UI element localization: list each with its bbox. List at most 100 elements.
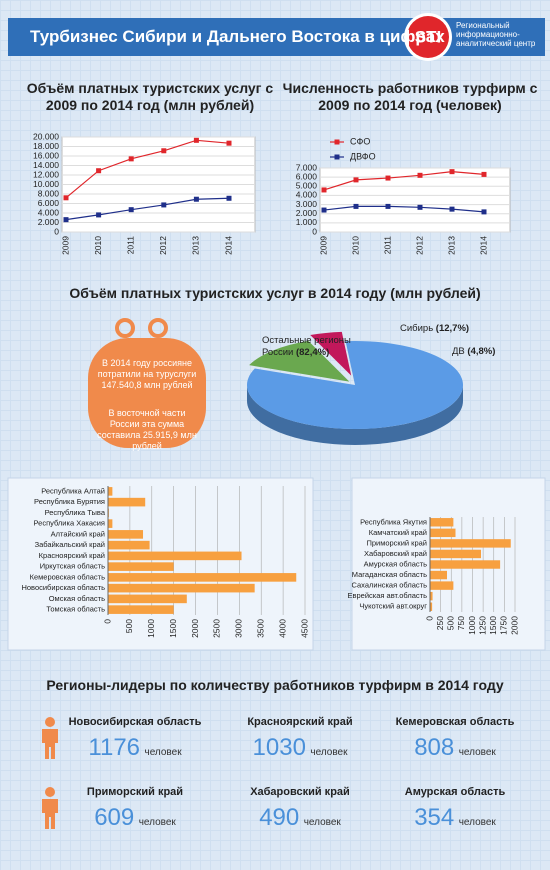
leader-value-line: 490 человек: [215, 804, 385, 832]
y-tick-label: 14.000: [33, 160, 59, 170]
pie-side: [247, 385, 463, 445]
x-tick-label: 2014: [223, 236, 233, 255]
point: [417, 172, 423, 178]
x-tick-label: 2500: [212, 619, 222, 638]
leader-item: Новосибирская область 1176 человек: [50, 716, 220, 762]
pie-category: Остальные регионы России: [262, 335, 351, 358]
y-tick-label: 2.000: [38, 217, 60, 227]
leader-item: Кемеровская область 808 человек: [370, 716, 540, 762]
y-tick-label: 4.000: [296, 190, 318, 200]
y-tick-label: 5.000: [296, 181, 318, 191]
leader-value-line: 1030 человек: [215, 734, 385, 762]
pie-label: ДВ (4,8%): [452, 346, 542, 358]
leader-name: Кемеровская область: [395, 716, 515, 728]
bar: [108, 519, 113, 528]
point: [96, 168, 102, 174]
series-line: [65, 197, 230, 221]
y-tick-label: 2.000: [296, 208, 318, 218]
bar: [430, 581, 454, 590]
y-tick-label: 18.000: [33, 141, 59, 151]
bar: [430, 539, 511, 548]
leader-value-line: 1176 человек: [50, 734, 220, 762]
leader-value-line: 808 человек: [370, 734, 540, 762]
x-tick-label: 1500: [488, 616, 498, 635]
y-tick-label: 8.000: [38, 188, 60, 198]
leader-name: Новосибирская область: [68, 716, 202, 728]
legend-label: СФО: [350, 136, 370, 146]
x-tick-label: 2011: [382, 236, 392, 255]
point: [128, 207, 134, 213]
header-band: [8, 18, 545, 56]
pie-slice: [249, 340, 350, 382]
point: [449, 169, 455, 175]
bar: [430, 528, 456, 538]
x-tick-label: 2000: [509, 616, 519, 635]
point: [449, 206, 455, 212]
x-tick-label: 3500: [255, 619, 265, 638]
y-tick-label: 0: [312, 226, 317, 236]
y-tick-label: 12.000: [33, 169, 59, 179]
y-tick-label: 20.000: [33, 131, 59, 141]
y-tick-label: Новосибирская область: [21, 583, 105, 592]
y-tick-label: Республика Якутия: [360, 517, 427, 526]
leader-value: 354: [414, 804, 455, 831]
y-tick-label: 16.000: [33, 150, 59, 160]
pie-value-label: (82,4%): [295, 347, 330, 358]
y-tick-label: Еврейская авт.область: [348, 591, 428, 600]
y-tick-label: Кемеровская область: [30, 572, 105, 581]
point: [128, 156, 134, 162]
y-tick-label: Республика Хакасия: [33, 519, 105, 528]
point: [353, 203, 359, 209]
plot-area: [319, 167, 511, 233]
point: [353, 177, 359, 183]
leader-value-line: 609 человек: [50, 804, 220, 832]
purse-clasp: [148, 318, 168, 338]
bar: [430, 518, 454, 527]
x-tick-label: 2009: [60, 236, 70, 255]
y-tick-label: Томская область: [46, 605, 105, 614]
pie-category: ДВ: [452, 346, 465, 357]
purse-body: [88, 338, 206, 448]
y-tick-label: Приморский край: [366, 538, 427, 547]
bar: [108, 551, 242, 561]
legend-marker: [334, 154, 340, 160]
x-tick-label: 500: [124, 619, 134, 633]
series-line: [65, 139, 230, 199]
y-tick-label: 4.000: [38, 207, 60, 217]
logo-text: Региональный информационно-аналитический…: [456, 21, 536, 48]
x-tick-label: 4500: [299, 619, 309, 638]
legend-marker: [334, 139, 340, 145]
y-tick-label: 3.000: [296, 199, 318, 209]
y-tick-label: Алтайский край: [51, 529, 105, 538]
y-tick-label: Хабаровский край: [364, 549, 427, 558]
point: [161, 148, 167, 154]
pie-category: Сибирь: [400, 323, 434, 334]
chart-title: Численность работников турфирм с 2009 по…: [282, 80, 538, 113]
bar: [108, 594, 187, 604]
bar: [108, 562, 174, 571]
x-tick-label: 0: [424, 616, 434, 621]
x-tick-label: 0: [102, 619, 112, 624]
bar: [108, 583, 255, 593]
bar: [108, 487, 113, 496]
y-tick-label: Забайкальский край: [35, 540, 105, 549]
pie-label: Сибирь (12,7%): [400, 323, 510, 335]
pie-slice: [247, 341, 464, 429]
bar: [108, 605, 174, 614]
person-icon: [42, 717, 58, 759]
x-tick-label: 2000: [190, 619, 200, 638]
section-title: Регионы-лидеры по количеству работников …: [46, 677, 504, 693]
y-tick-label: 0: [54, 226, 59, 236]
series-line: [323, 205, 485, 213]
leader-value-line: 354 человек: [370, 804, 540, 832]
x-tick-label: 500: [446, 616, 456, 630]
bar: [108, 497, 146, 507]
leader-unit: человек: [310, 747, 348, 758]
leader-value: 609: [94, 804, 135, 831]
point: [385, 203, 391, 209]
bar: [108, 573, 297, 582]
x-tick-label: 2009: [318, 236, 328, 255]
y-tick-label: Амурская область: [364, 559, 427, 568]
